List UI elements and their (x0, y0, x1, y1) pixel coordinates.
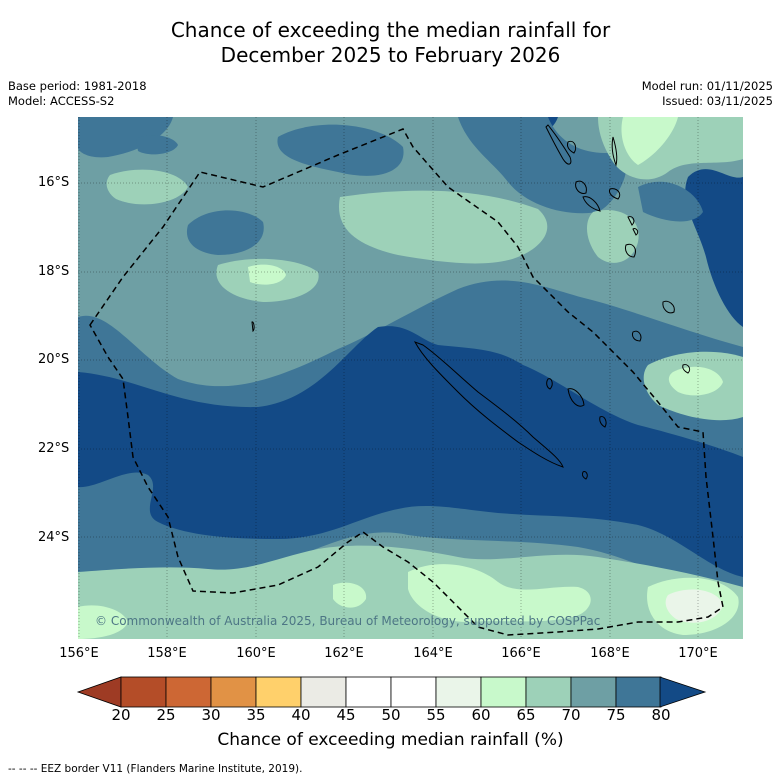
new-caledonia-outline (413, 341, 564, 468)
lon-label-166e: 166°E (501, 646, 541, 661)
region-55-60-se (665, 589, 723, 623)
region-60-65-c (333, 582, 367, 608)
colorbar-high-arrow (659, 676, 707, 708)
lon-label-160e: 160°E (236, 646, 276, 661)
colorbar-cell-40 (300, 676, 347, 708)
colorbar-cell-50 (390, 676, 437, 708)
colorbar-label: Chance of exceeding median rainfall (%) (217, 730, 564, 750)
meta-right: Model run: 01/11/2025 Issued: 03/11/2025 (642, 79, 773, 109)
colorbar-tick-50: 50 (381, 706, 401, 724)
region-75-80-nw (78, 117, 173, 158)
colorbar-cell-35 (255, 676, 302, 708)
colorbar-cell-55 (435, 676, 482, 708)
model-run: Model run: 01/11/2025 (641, 79, 773, 93)
colorbar-cell-25 (165, 676, 212, 708)
lat-label-22s: 22°S (38, 441, 70, 456)
vanuatu-islands (251, 124, 691, 480)
region-75-80-n (277, 124, 404, 176)
lat-label-18s: 18°S (38, 264, 70, 279)
colorbar-cell-20 (120, 676, 167, 708)
region-80-plus (78, 326, 743, 577)
colorbar-cell-60 (480, 676, 527, 708)
colorbar-tick-70: 70 (561, 706, 581, 724)
title-line-2: December 2025 to February 2026 (220, 43, 561, 67)
region-75-80-w (186, 210, 264, 255)
region-65-70-center (338, 190, 548, 264)
model-name: Model: ACCESS-S2 (8, 94, 115, 108)
base-period: Base period: 1981-2018 (8, 79, 147, 93)
region-75-80-e (638, 181, 703, 222)
lat-label-16s: 16°S (38, 175, 70, 190)
region-65-70-a (106, 169, 188, 205)
colorbar-tick-20: 20 (111, 706, 131, 724)
region-60-65-ne (621, 117, 678, 165)
lon-label-164e: 164°E (413, 646, 453, 661)
colorbar-tick-45: 45 (336, 706, 356, 724)
region-75-80-nw2 (136, 135, 178, 155)
meta-left: Base period: 1981-2018 Model: ACCESS-S2 (8, 79, 147, 109)
eez-footnote: -- -- -- EEZ border V11 (Flanders Marine… (8, 763, 303, 775)
colorbar-cell-75 (615, 676, 662, 708)
lon-label-170e: 170°E (678, 646, 718, 661)
title-line-1: Chance of exceeding the median rainfall … (170, 18, 611, 42)
issued-date: Issued: 03/11/2025 (662, 94, 773, 108)
colorbar-cells (120, 676, 662, 708)
region-75-80-ne (458, 117, 627, 214)
lon-label-168e: 168°E (590, 646, 630, 661)
colorbar-tick-55: 55 (426, 706, 446, 724)
rainfall-map: © Commonwealth of Australia 2025, Bureau… (78, 117, 743, 639)
colorbar-tick-75: 75 (606, 706, 626, 724)
colorbar-tick-65: 65 (516, 706, 536, 724)
colorbar-tick-40: 40 (291, 706, 311, 724)
colorbar-tick-80: 80 (651, 706, 671, 724)
lat-label-24s: 24°S (38, 530, 70, 545)
colorbar-tick-60: 60 (471, 706, 491, 724)
region-60-65-b (668, 366, 723, 396)
colorbar-cell-45 (345, 676, 392, 708)
colorbar-cell-65 (525, 676, 572, 708)
lat-label-20s: 20°S (38, 352, 70, 367)
colorbar-cell-30 (210, 676, 257, 708)
region-60-65-a (248, 264, 286, 285)
colorbar-tick-25: 25 (156, 706, 176, 724)
lon-label-158e: 158°E (147, 646, 187, 661)
colorbar-tick-35: 35 (246, 706, 266, 724)
copyright-text: © Commonwealth of Australia 2025, Bureau… (95, 614, 601, 628)
region-60-65-south (408, 564, 591, 622)
colorbar-low-arrow (76, 676, 122, 708)
chart-title: Chance of exceeding the median rainfall … (0, 18, 781, 68)
colorbar-tick-30: 30 (201, 706, 221, 724)
gridlines (78, 117, 743, 639)
region-60-65-sw (78, 605, 128, 639)
lon-label-156e: 156°E (59, 646, 99, 661)
map-svg (78, 117, 743, 639)
colorbar-cell-70 (570, 676, 617, 708)
lon-label-162e: 162°E (324, 646, 364, 661)
